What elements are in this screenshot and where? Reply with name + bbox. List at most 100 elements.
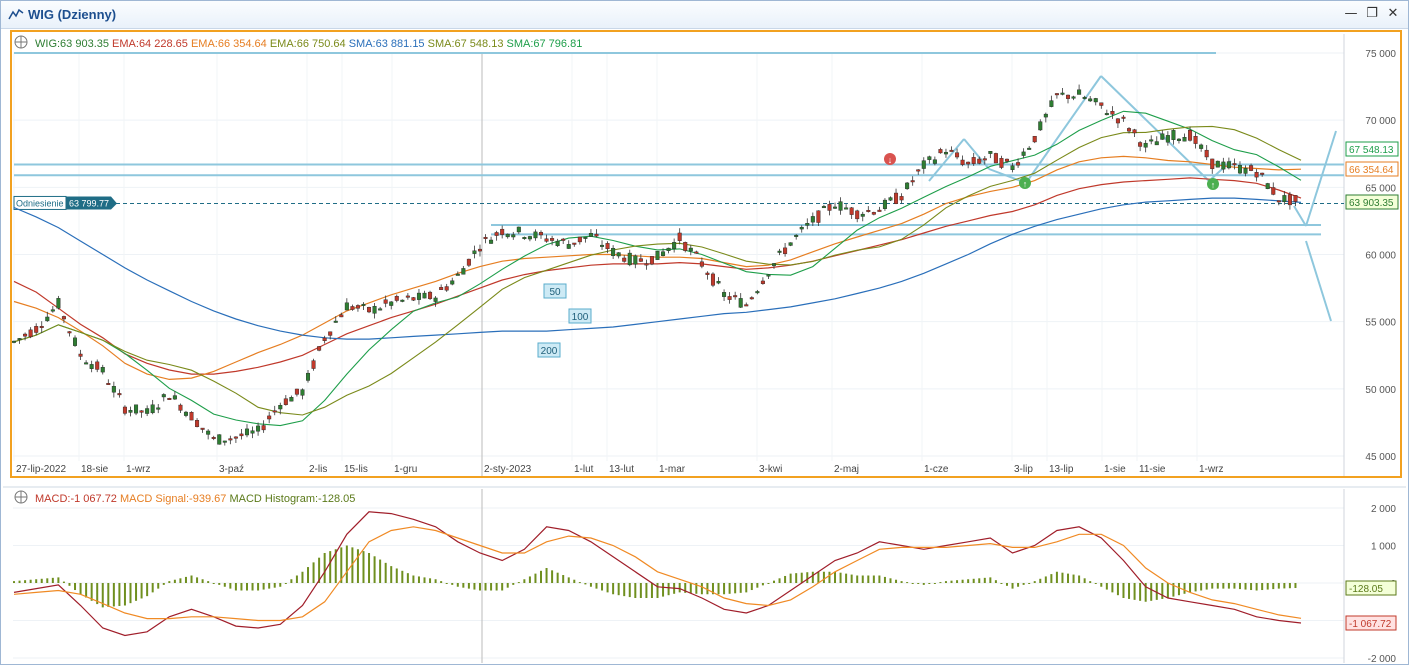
histogram-bar — [40, 578, 43, 583]
histogram-bar — [761, 583, 764, 586]
moving-average-line — [13, 197, 1302, 340]
candle-body — [1193, 136, 1198, 144]
candle-body — [306, 372, 311, 381]
sell-signal-arrow: ↓ — [888, 155, 893, 165]
x-tick-label: 1-gru — [394, 464, 417, 475]
candle-body — [882, 199, 887, 209]
restore-button[interactable]: ❐ — [1366, 6, 1378, 21]
histogram-bar — [140, 583, 143, 599]
histogram-bar — [956, 580, 959, 583]
macd-line — [13, 526, 1302, 622]
candle-body — [766, 274, 771, 277]
histogram-bar — [734, 583, 737, 594]
histogram-bar — [107, 583, 110, 607]
candle-body — [899, 196, 904, 201]
histogram-bar — [772, 580, 775, 583]
histogram-bar — [129, 583, 132, 604]
candle-body — [1271, 187, 1276, 195]
histogram-bar — [384, 562, 387, 583]
histogram-bar — [567, 577, 570, 583]
candle-body — [1066, 94, 1071, 99]
candle-body — [511, 234, 516, 238]
histogram-bar — [972, 578, 975, 583]
histogram-bar — [989, 577, 992, 583]
histogram-bar — [1211, 583, 1214, 589]
histogram-bar — [57, 577, 60, 583]
x-tick-label: 1-wrz — [1199, 464, 1223, 475]
candle-body — [250, 430, 255, 434]
candle-body — [844, 207, 849, 210]
candle-body — [533, 231, 538, 239]
candle-body — [217, 434, 222, 445]
candle-body — [1188, 130, 1193, 141]
legend-item: EMA:66 354.64 — [191, 38, 270, 50]
candle-body — [311, 360, 316, 369]
candle-body — [73, 337, 78, 346]
candle-body — [1199, 144, 1204, 149]
histogram-bar — [1194, 583, 1197, 592]
x-tick-label: 15-lis — [344, 464, 368, 475]
candle-body — [261, 425, 266, 431]
x-tick-label: 3-kwi — [759, 464, 782, 475]
candle-body — [161, 394, 166, 398]
histogram-bar — [1238, 583, 1241, 590]
macd-legend: MACD:-1 067.72 MACD Signal:-939.67 MACD … — [35, 493, 355, 505]
candle-body — [272, 410, 277, 413]
drag-handle-icon[interactable] — [14, 490, 28, 504]
x-tick-label: 13-lut — [609, 464, 634, 475]
histogram-bar — [1183, 583, 1186, 594]
histogram-bar — [1177, 583, 1180, 596]
candle-body — [1282, 195, 1287, 203]
histogram-bar — [417, 576, 420, 583]
y-tick-label: 1 000 — [1371, 542, 1396, 553]
candle-body — [1021, 151, 1026, 156]
candle-body — [211, 437, 216, 439]
histogram-bar — [711, 583, 714, 595]
histogram-bar — [13, 581, 15, 583]
histogram-bar — [290, 579, 293, 583]
candle-body — [455, 273, 460, 276]
title-bar[interactable]: WIG (Dzienny) — ❐ ✕ — [1, 1, 1408, 29]
candle-body — [500, 228, 505, 235]
histogram-bar — [1216, 583, 1219, 589]
histogram-bar — [1205, 583, 1208, 590]
candle-body — [955, 152, 960, 158]
candle-body — [39, 326, 44, 328]
candle-body — [461, 268, 466, 275]
legend-item: SMA:67 796.81 — [507, 38, 583, 50]
drag-handle-icon[interactable] — [14, 35, 28, 49]
candle-body — [1104, 113, 1109, 116]
candle-body — [444, 286, 449, 291]
histogram-bar — [1083, 578, 1086, 583]
histogram-bar — [1094, 583, 1097, 584]
histogram-bar — [473, 583, 476, 590]
candle-body — [688, 247, 693, 252]
candle-body — [649, 256, 654, 265]
candle-body — [516, 226, 521, 233]
minimize-button[interactable]: — — [1344, 6, 1358, 21]
histogram-bar — [1044, 576, 1047, 583]
y-tick-label: 55 000 — [1365, 318, 1396, 329]
candle-body — [477, 248, 482, 252]
candle-body — [588, 233, 593, 237]
close-button[interactable]: ✕ — [1387, 6, 1399, 21]
candle-body — [1077, 89, 1082, 95]
candle-body — [489, 239, 494, 244]
histogram-bar — [412, 575, 415, 583]
candle-body — [855, 210, 860, 220]
candle-body — [993, 153, 998, 164]
histogram-bar — [323, 553, 326, 583]
histogram-bar — [650, 583, 653, 598]
candle-body — [527, 236, 532, 240]
candle-body — [1132, 129, 1137, 134]
candle-body — [677, 232, 682, 241]
candle-body — [383, 299, 388, 304]
candle-body — [894, 192, 899, 204]
candle-body — [1243, 168, 1248, 174]
histogram-bar — [184, 576, 187, 583]
candle-body — [78, 353, 83, 357]
histogram-bar — [229, 583, 232, 589]
candle-body — [799, 226, 804, 230]
